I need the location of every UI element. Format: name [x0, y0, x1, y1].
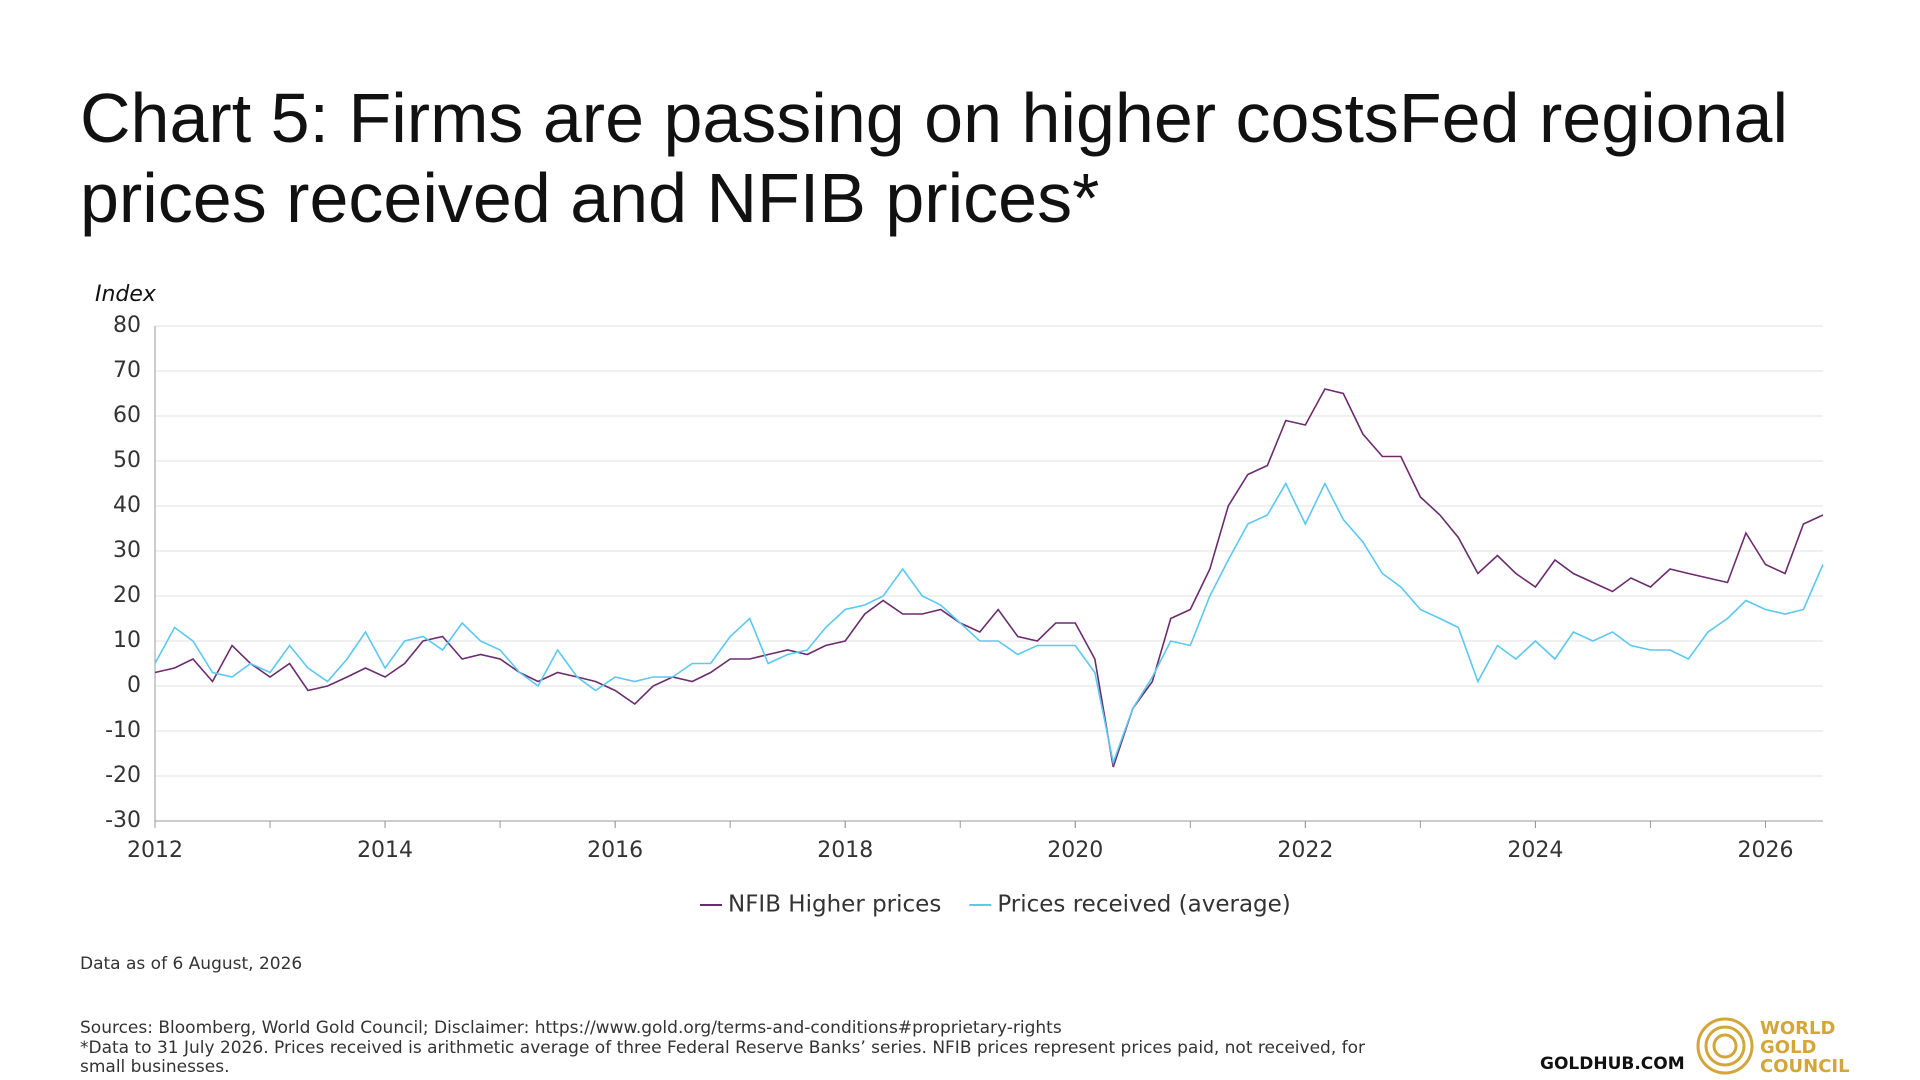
chart-title: Chart 5: Firms are passing on higher cos…: [80, 79, 1789, 237]
y-tick-label: 60: [113, 403, 141, 428]
x-tick-label: 2012: [127, 838, 183, 863]
y-tick-label: 10: [113, 628, 141, 653]
x-tick-label: 2024: [1507, 838, 1563, 863]
x-tick-label: 2020: [1047, 838, 1103, 863]
sources: Sources: Bloomberg, World Gold Council; …: [80, 1018, 1062, 1038]
legend-label: Prices received (average): [997, 892, 1290, 918]
y-tick-label: 80: [113, 313, 141, 338]
y-tick-label: 70: [113, 358, 141, 383]
y-tick-label: 20: [113, 583, 141, 608]
x-tick-label: 2018: [817, 838, 873, 863]
x-tick-label: 2016: [587, 838, 643, 863]
y-tick-label: 50: [113, 448, 141, 473]
data-note: Data as of 6 August, 2026: [80, 954, 303, 974]
x-tick-label: 2026: [1737, 838, 1793, 863]
line-series: [154, 388, 1824, 768]
legend-label: NFIB Higher prices: [728, 892, 941, 918]
line-series: [154, 481, 1824, 766]
x-tick-label: 2022: [1277, 838, 1333, 863]
y-axis-label: Index: [95, 282, 157, 307]
y-tick-label: 0: [127, 673, 141, 698]
y-tick-label: -20: [105, 763, 141, 788]
y-tick-label: -10: [105, 718, 141, 743]
y-tick-label: -30: [105, 808, 141, 833]
x-tick-label: 2014: [357, 838, 413, 863]
footnote: *Data to 31 July 2026. Prices received i…: [80, 1038, 1366, 1077]
site-link[interactable]: GOLDHUB.COM: [1540, 1054, 1685, 1074]
y-tick-label: 40: [113, 493, 141, 518]
y-tick-label: 30: [113, 538, 141, 563]
